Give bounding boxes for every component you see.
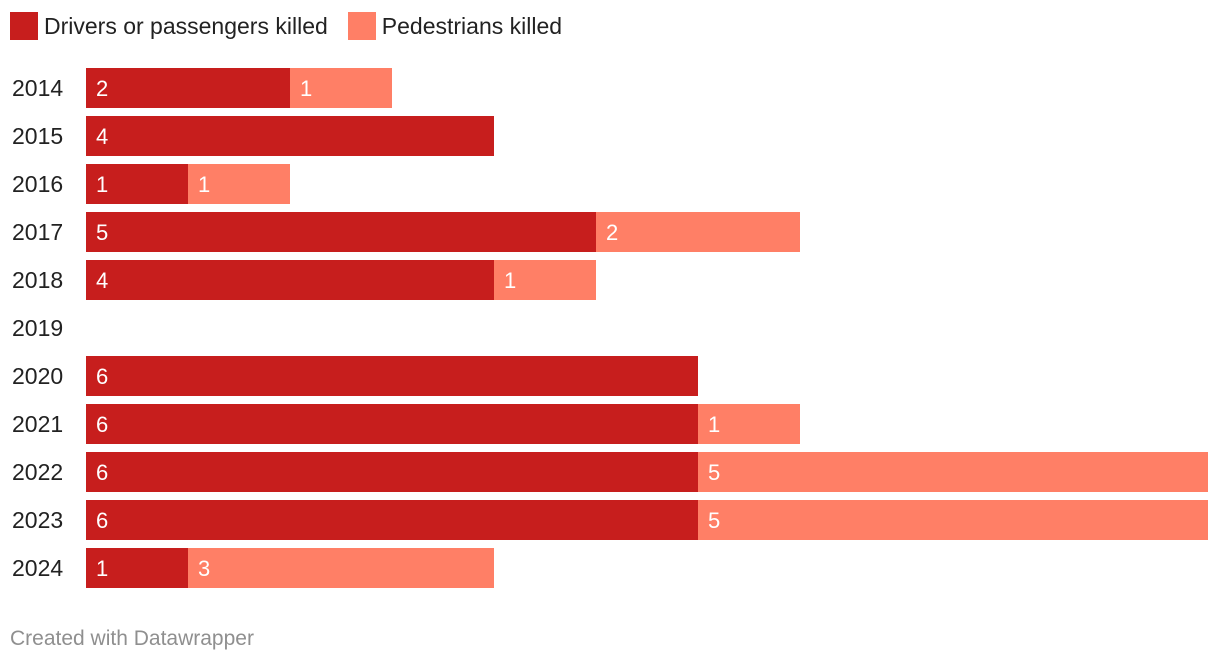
chart-legend: Drivers or passengers killed Pedestrians… — [10, 11, 582, 41]
bar-drivers-2018 — [86, 260, 494, 300]
legend-item-drivers: Drivers or passengers killed — [10, 12, 328, 40]
bar-pedestrians-2023 — [698, 500, 1208, 540]
bar-pedestrians-2021 — [698, 404, 800, 444]
bar-label-pedestrians-2014: 1 — [300, 76, 312, 101]
year-label-2016: 2016 — [12, 171, 63, 197]
legend-swatch-drivers — [10, 12, 38, 40]
year-label-2018: 2018 — [12, 267, 63, 293]
year-label-2024: 2024 — [12, 555, 63, 581]
bar-drivers-2015 — [86, 116, 494, 156]
bar-drivers-2017 — [86, 212, 596, 252]
year-label-2023: 2023 — [12, 507, 63, 533]
bar-pedestrians-2022 — [698, 452, 1208, 492]
year-label-2022: 2022 — [12, 459, 63, 485]
year-label-2021: 2021 — [12, 411, 63, 437]
bar-label-pedestrians-2016: 1 — [198, 172, 210, 197]
bar-pedestrians-2024 — [188, 548, 494, 588]
legend-swatch-pedestrians — [347, 12, 376, 40]
bar-pedestrians-2014 — [290, 68, 392, 108]
bar-label-drivers-2018: 4 — [96, 268, 108, 293]
bar-drivers-2020 — [86, 356, 698, 396]
bar-label-drivers-2024: 1 — [96, 556, 108, 581]
bar-label-drivers-2017: 5 — [96, 220, 108, 245]
year-label-2017: 2017 — [12, 219, 63, 245]
bar-drivers-2014 — [86, 68, 290, 108]
bar-drivers-2021 — [86, 404, 698, 444]
bar-pedestrians-2017 — [596, 212, 800, 252]
legend-label-drivers: Drivers or passengers killed — [44, 12, 328, 39]
bar-label-drivers-2014: 2 — [96, 76, 108, 101]
bar-label-drivers-2016: 1 — [96, 172, 108, 197]
year-label-2014: 2014 — [12, 75, 63, 101]
year-label-2020: 2020 — [12, 363, 63, 389]
bar-label-pedestrians-2024: 3 — [198, 556, 210, 581]
bar-drivers-2023 — [86, 500, 698, 540]
bar-label-drivers-2023: 6 — [96, 508, 108, 533]
bar-pedestrians-2018 — [494, 260, 596, 300]
year-label-2015: 2015 — [12, 123, 63, 149]
bar-label-pedestrians-2021: 1 — [708, 412, 720, 437]
bar-label-pedestrians-2023: 5 — [708, 508, 720, 533]
year-label-2019: 2019 — [12, 315, 63, 341]
bar-drivers-2022 — [86, 452, 698, 492]
bar-label-pedestrians-2022: 5 — [708, 460, 720, 485]
bar-label-pedestrians-2018: 1 — [504, 268, 516, 293]
footer-credit: Created with Datawrapper — [10, 627, 254, 650]
legend-item-pedestrians: Pedestrians killed — [347, 12, 563, 40]
bar-pedestrians-2016 — [188, 164, 290, 204]
bar-label-drivers-2022: 6 — [96, 460, 108, 485]
legend-label-pedestrians: Pedestrians killed — [381, 12, 563, 39]
bar-label-pedestrians-2017: 2 — [606, 220, 618, 245]
bar-label-drivers-2020: 6 — [96, 364, 108, 389]
stacked-bar-chart: 2014 2 1 2015 4 2016 1 1 2017 5 2 2018 4 1 2019 2020 6 20… — [12, 68, 1208, 588]
bar-label-drivers-2015: 4 — [96, 124, 108, 149]
bar-label-drivers-2021: 6 — [96, 412, 108, 437]
bar-drivers-2016 — [86, 164, 188, 204]
bar-drivers-2024 — [86, 548, 188, 588]
